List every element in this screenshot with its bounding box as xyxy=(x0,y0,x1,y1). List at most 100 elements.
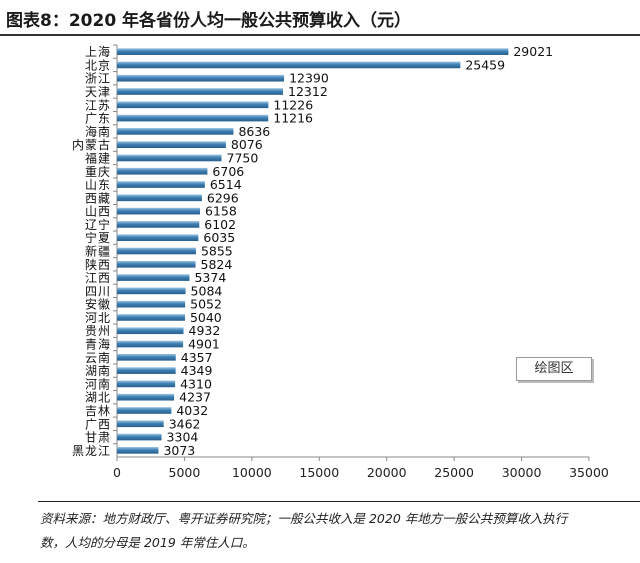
data-label: 6706 xyxy=(212,164,244,179)
category-label: 江西 xyxy=(85,271,111,285)
category-label: 福建 xyxy=(85,150,111,165)
category-label: 湖南 xyxy=(85,363,111,378)
data-label: 29021 xyxy=(513,44,553,59)
category-label: 宁夏 xyxy=(85,230,111,245)
category-label: 北京 xyxy=(85,58,111,72)
data-label: 4901 xyxy=(188,337,220,352)
category-label: 江苏 xyxy=(85,98,111,112)
data-label: 8636 xyxy=(238,124,270,139)
bar xyxy=(117,207,201,215)
bar xyxy=(117,48,509,55)
x-tick-label: 5000 xyxy=(169,465,201,480)
data-label: 8076 xyxy=(231,137,263,152)
bar xyxy=(117,247,196,255)
data-label: 25459 xyxy=(465,57,505,72)
bar xyxy=(117,393,175,401)
category-label: 山东 xyxy=(85,178,111,192)
bar xyxy=(117,314,185,321)
bar xyxy=(117,420,164,428)
data-label: 11226 xyxy=(273,97,313,112)
data-label: 3073 xyxy=(163,443,195,458)
category-label: 山西 xyxy=(85,205,111,219)
data-label: 12390 xyxy=(289,71,329,86)
data-label: 5052 xyxy=(190,297,222,312)
data-label: 12312 xyxy=(288,84,328,99)
bar xyxy=(117,141,226,148)
category-label: 西藏 xyxy=(85,191,111,205)
data-label: 5855 xyxy=(201,244,233,259)
category-label: 河北 xyxy=(85,311,111,325)
bar xyxy=(117,88,284,95)
category-label: 贵州 xyxy=(85,324,111,338)
category-label: 四川 xyxy=(85,284,111,298)
data-label: 6035 xyxy=(203,230,235,245)
data-label: 4310 xyxy=(180,376,212,391)
category-label: 云南 xyxy=(85,350,111,365)
data-label: 4357 xyxy=(181,350,213,365)
x-tick-label: 20000 xyxy=(367,465,407,480)
footnote-line-1: 资料来源：地方财政厅、粤开证券研究院；一般公共收入是 2020 年地方一般公共预… xyxy=(40,511,568,526)
data-label: 6158 xyxy=(205,204,237,219)
bar xyxy=(117,194,202,202)
chart-title: 图表8：2020 年各省份人均一般公共预算收入（元） xyxy=(6,11,412,31)
category-label: 湖北 xyxy=(85,390,111,405)
category-label: 辽宁 xyxy=(85,217,111,232)
category-label: 重庆 xyxy=(85,165,111,179)
category-label: 黑龙江 xyxy=(72,444,111,458)
bar xyxy=(117,380,176,388)
data-label: 5374 xyxy=(194,270,226,285)
data-label: 4032 xyxy=(176,403,208,418)
bar xyxy=(117,340,184,348)
data-label: 5040 xyxy=(190,310,222,325)
data-label: 5824 xyxy=(201,257,233,272)
bar xyxy=(117,327,184,335)
data-label: 4932 xyxy=(189,323,221,338)
bar xyxy=(117,354,176,361)
bar-chart: 0 5000 10000 15000 20000 25000 30000 35000 上海 290… xyxy=(72,44,609,480)
footnote: 资料来源：地方财政厅、粤开证券研究院；一般公共收入是 2020 年地方一般公共预… xyxy=(40,507,640,555)
bar xyxy=(117,407,172,414)
bar xyxy=(117,447,159,454)
x-tick-label: 10000 xyxy=(232,465,272,480)
data-label: 7750 xyxy=(227,150,259,165)
category-label: 浙江 xyxy=(85,72,111,86)
bar xyxy=(117,181,205,188)
category-label: 新疆 xyxy=(85,244,111,259)
category-label: 内蒙古 xyxy=(72,137,111,152)
data-label: 6514 xyxy=(210,177,242,192)
category-label: 安徽 xyxy=(85,297,111,312)
bar xyxy=(117,367,176,374)
x-tick-label: 15000 xyxy=(299,465,339,480)
category-label: 广东 xyxy=(85,112,111,126)
bar xyxy=(117,74,285,82)
bar xyxy=(117,300,186,308)
data-label: 5084 xyxy=(191,283,223,298)
data-label: 4237 xyxy=(179,390,211,405)
bar xyxy=(117,154,222,162)
bar xyxy=(117,101,269,109)
footnote-divider xyxy=(38,501,640,502)
bar xyxy=(117,260,196,268)
category-label: 海南 xyxy=(85,124,111,139)
plot-area-badge[interactable]: 绘图区 xyxy=(516,357,592,381)
bar xyxy=(117,114,269,122)
bar xyxy=(117,433,162,441)
bar xyxy=(117,234,199,242)
category-label: 上海 xyxy=(85,44,111,59)
category-label: 陕西 xyxy=(85,257,111,272)
category-label: 甘肃 xyxy=(85,431,111,445)
bar xyxy=(117,61,461,69)
x-tick-label: 30000 xyxy=(502,465,542,480)
data-label: 6296 xyxy=(207,190,239,205)
data-label: 3462 xyxy=(169,416,201,431)
category-label: 天津 xyxy=(85,85,111,99)
bar xyxy=(117,167,208,175)
x-tick-label: 0 xyxy=(113,465,121,480)
category-label: 青海 xyxy=(85,337,111,352)
footnote-line-2: 数，人均的分母是 2019 年常住人口。 xyxy=(40,535,255,550)
bar xyxy=(117,128,234,135)
data-label: 6102 xyxy=(204,217,236,232)
data-label: 11216 xyxy=(273,111,313,126)
category-label: 吉林 xyxy=(85,404,111,418)
bar xyxy=(117,274,190,281)
